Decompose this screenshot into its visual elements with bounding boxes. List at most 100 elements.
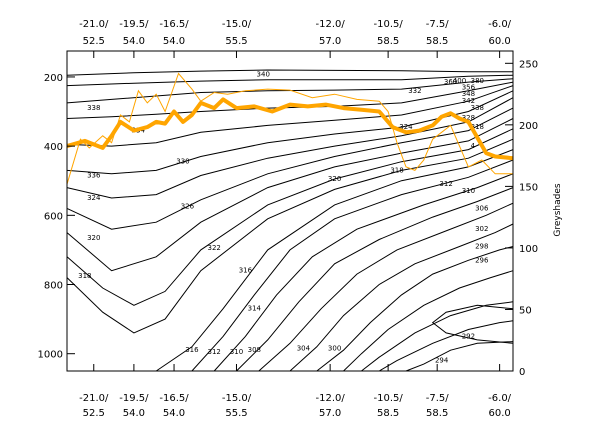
contour-line-7 <box>66 107 514 230</box>
x-top-label-lon-5: -10.5/ <box>373 19 403 30</box>
contour-label-31: 400 <box>453 77 466 85</box>
contour-label-3: 330 <box>176 158 189 166</box>
x-top-label-lon-1: -19.5/ <box>119 19 149 30</box>
contour-label-23: 306 <box>475 204 489 212</box>
contour-label-4: 336 <box>87 172 101 180</box>
contour-label-10: 316 <box>239 267 253 275</box>
x-top-label-lat-4: 57.0 <box>319 36 341 47</box>
contour-label-14: 310 <box>230 348 243 356</box>
contour-label-1: 338 <box>87 104 100 112</box>
orange-thin-line <box>66 72 513 185</box>
contour-line-16 <box>289 223 514 372</box>
x-top-label-lon-4: -12.0/ <box>316 19 346 30</box>
x-top-label-lat-7: 60.0 <box>488 36 510 47</box>
contour-line-14 <box>236 187 514 372</box>
x-bottom-label-lon-7: -6.0/ <box>488 393 512 404</box>
contour-label-33: 356 <box>462 83 476 91</box>
x-top-label-lat-1: 54.0 <box>123 36 145 47</box>
contour-line-1 <box>66 74 514 87</box>
contour-lines <box>66 69 514 372</box>
x-bottom-label-lat-0: 52.5 <box>83 408 105 419</box>
contour-label-39: 4 <box>471 142 476 150</box>
y-axis-left: 200 400 600 800 1000 <box>38 73 75 361</box>
contour-line-2 <box>66 78 514 104</box>
contour-label-16: 304 <box>297 345 311 353</box>
contour-label-36: 338 <box>471 104 484 112</box>
y-right-label-0: 0 <box>519 367 525 378</box>
plot-frame <box>66 50 514 372</box>
contour-label-30: 360 <box>444 78 457 86</box>
contour-label-29: 332 <box>408 87 421 95</box>
contour-label-17: 300 <box>328 345 341 353</box>
x-bottom-label-lat-1: 54.0 <box>123 408 145 419</box>
contour-label-22: 310 <box>462 187 475 195</box>
contour-label-6: 326 <box>181 203 195 211</box>
x-top-label-lat-6: 58.5 <box>426 36 448 47</box>
contour-line-9 <box>66 128 514 306</box>
contour-line-15 <box>258 202 514 372</box>
x-bottom-label-lon-4: -12.0/ <box>316 393 346 404</box>
y-right-label-2: 100 <box>519 244 538 255</box>
contour-line-18 <box>343 270 514 372</box>
x-bottom-label-lat-4: 57.0 <box>319 408 341 419</box>
contour-line-20 <box>378 320 514 372</box>
x-bottom-label-lon-3: -15.0/ <box>222 393 252 404</box>
contour-line-22 <box>431 304 514 344</box>
y-left-label-0: 200 <box>44 73 63 84</box>
contour-line-21 <box>405 341 514 372</box>
x-bottom-label-lat-3: 55.5 <box>225 408 247 419</box>
x-top-label-lat-0: 52.5 <box>83 36 105 47</box>
x-bottom-label-lon-2: -16.5/ <box>159 393 189 404</box>
y-left-label-1: 400 <box>44 142 63 153</box>
contour-label-24: 302 <box>475 225 488 233</box>
contour-line-12 <box>191 159 514 372</box>
x-top-label-lon-0: -21.0/ <box>79 19 109 30</box>
y-left-label-2: 600 <box>44 211 63 222</box>
x-bottom-label-lon-0: -21.0/ <box>79 393 109 404</box>
x-top-label-lat-2: 54.0 <box>163 36 185 47</box>
contour-label-35: 342 <box>462 97 475 105</box>
x-top-label-lat-5: 58.5 <box>377 36 399 47</box>
contour-label-20: 324 <box>399 123 413 131</box>
contour-line-6 <box>66 97 514 199</box>
y-right-axis-title: Greyshades <box>553 183 563 236</box>
contour-line-10 <box>66 138 514 334</box>
x-top-label-lon-6: -7.5/ <box>426 19 450 30</box>
contour-line-4 <box>66 85 514 147</box>
contour-label-28: 294 <box>435 357 449 365</box>
y-left-label-4: 1000 <box>38 350 63 361</box>
contour-label-13: 312 <box>207 348 220 356</box>
x-bottom-label-lat-2: 54.0 <box>163 408 185 419</box>
contour-label-18: 320 <box>328 175 341 183</box>
x-bottom-label-lat-7: 60.0 <box>488 408 510 419</box>
x-top-label-lat-3: 55.5 <box>225 36 247 47</box>
contour-label-25: 298 <box>475 242 488 250</box>
x-axis-bottom: -21.0/52.5 -19.5/54.0 -16.5/54.0 -15.0/55.5… <box>79 364 512 419</box>
y-left-label-3: 800 <box>44 281 63 292</box>
x-top-label-lon-2: -16.5/ <box>159 19 189 30</box>
contour-label-7: 322 <box>207 244 220 252</box>
contour-label-11: 314 <box>248 305 262 313</box>
x-axis-top: -21.0/52.5 -19.5/54.0 -16.5/54.0 -15.0/55.5… <box>79 19 512 58</box>
contour-line-17 <box>316 246 514 372</box>
contour-line-0 <box>66 69 513 76</box>
y-right-label-4: 200 <box>519 121 538 132</box>
x-top-label-lon-3: -15.0/ <box>222 19 252 30</box>
orange-thick-line <box>66 97 514 161</box>
contour-label-34: 348 <box>462 90 475 98</box>
contour-label-9: 318 <box>78 272 91 280</box>
y-right-label-5: 250 <box>519 59 538 70</box>
contour-label-15: 308 <box>248 346 261 354</box>
y-right-label-1: 50 <box>519 305 532 316</box>
x-bottom-label-lon-1: -19.5/ <box>119 393 149 404</box>
contour-label-32: 380 <box>471 77 484 85</box>
contour-label-0: 340 <box>257 71 270 79</box>
y-axis-right: 0 50 100 150 200 250 <box>505 59 538 378</box>
contour-line-19 <box>361 301 514 372</box>
contour-line-8 <box>66 118 514 272</box>
x-bottom-label-lon-6: -7.5/ <box>426 393 450 404</box>
x-top-label-lon-7: -6.0/ <box>488 19 512 30</box>
y-right-label-3: 150 <box>519 182 538 193</box>
